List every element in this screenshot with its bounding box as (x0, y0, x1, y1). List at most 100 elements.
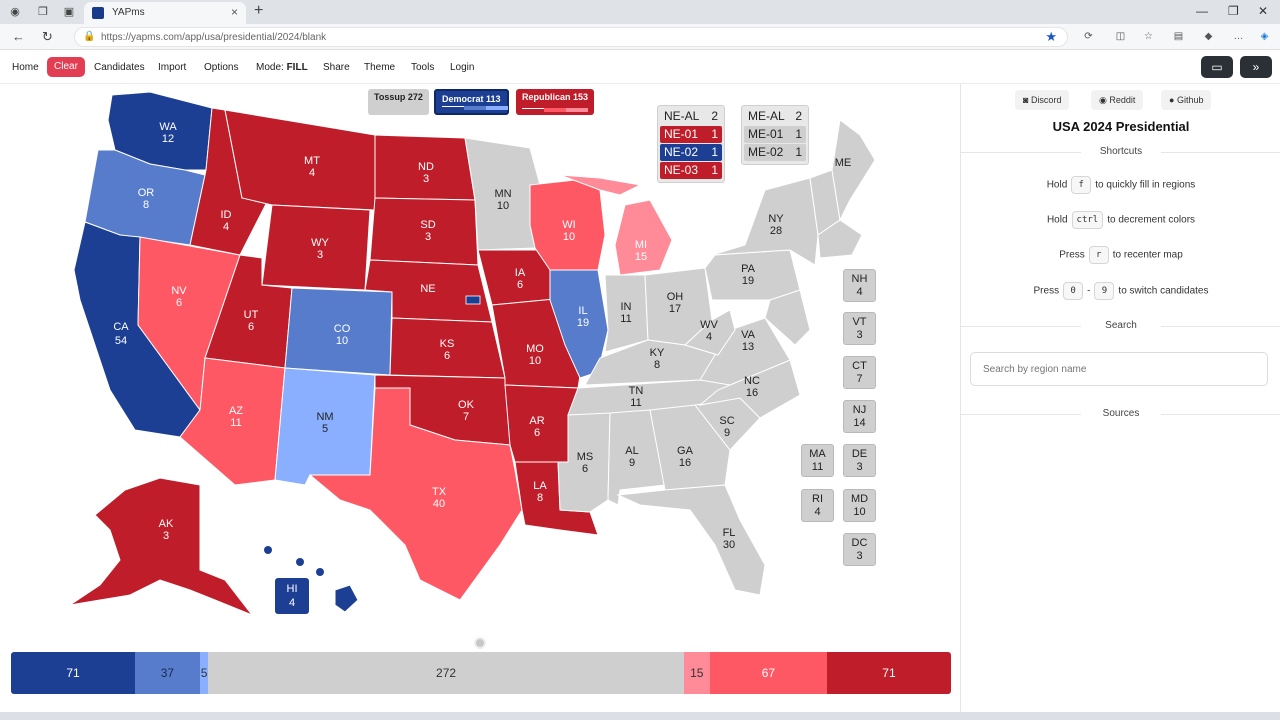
more-menu-icon[interactable]: … (1233, 31, 1244, 42)
menu-home[interactable]: Home (12, 62, 39, 73)
state-label-in: IN 11 (620, 301, 631, 325)
state-label-wv: WV 4 (700, 319, 718, 343)
small-state-ri[interactable]: RI 4 (801, 489, 834, 522)
new-tab-icon[interactable]: + (254, 2, 264, 19)
state-ca[interactable] (73, 221, 201, 438)
menu-share[interactable]: Share (323, 62, 350, 73)
small-state-nh[interactable]: NH 4 (843, 269, 876, 302)
minimize-icon[interactable]: — (1196, 4, 1208, 18)
legend-rep-likely-swatch[interactable] (544, 108, 566, 112)
district-ne-01[interactable]: NE-01 1 (660, 126, 722, 143)
mode-value: FILL (286, 62, 308, 73)
discord-button[interactable]: ◙ Discord (1015, 90, 1070, 110)
state-mt[interactable] (224, 109, 376, 211)
state-ma-ct-ri[interactable] (817, 219, 863, 259)
state-il[interactable] (549, 269, 609, 379)
state-in[interactable] (604, 274, 649, 353)
maximize-icon[interactable]: ❐ (1228, 4, 1239, 18)
small-state-vt[interactable]: VT 3 (843, 312, 876, 345)
copilot-icon[interactable]: ◈ (1260, 31, 1269, 42)
collections-icon[interactable]: ▤ (1173, 31, 1184, 42)
close-window-icon[interactable]: ✕ (1258, 4, 1269, 18)
reload-icon[interactable]: ↻ (42, 29, 53, 44)
legend-rep-safe-swatch[interactable] (522, 108, 544, 112)
state-nj-de-md[interactable] (764, 289, 811, 346)
state-label-ak: AK 3 (159, 518, 174, 542)
extension-green-icon[interactable]: ◆ (1204, 31, 1213, 42)
reddit-button[interactable]: ◉ Reddit (1091, 90, 1144, 110)
district-me-al[interactable]: ME-AL 2 (744, 108, 806, 125)
menu-theme[interactable]: Theme (364, 62, 396, 73)
resize-handle[interactable] (474, 637, 486, 649)
url-field[interactable]: 🔒 https://yapms.com/app/usa/presidential… (74, 27, 1068, 47)
state-label-wy: WY 3 (311, 237, 329, 261)
small-state-md[interactable]: MD 10 (843, 489, 876, 522)
ev-segment-safe-dem: 71 (11, 652, 136, 694)
state-tx[interactable] (308, 387, 523, 601)
legend-rep-lean-swatch[interactable] (566, 108, 588, 112)
state-nc[interactable] (698, 359, 801, 419)
ne-02-district[interactable] (465, 295, 481, 305)
state-me[interactable] (831, 119, 876, 222)
state-label-me: ME (835, 157, 852, 169)
state-mi[interactable] (614, 199, 673, 276)
state-label-wa: WA 12 (159, 121, 177, 145)
menu-login[interactable]: Login (450, 62, 475, 73)
state-ny[interactable] (711, 177, 819, 266)
small-state-ct[interactable]: CT 7 (843, 356, 876, 389)
state-label-pa: PA 19 (741, 263, 756, 287)
menu-options[interactable]: Options (204, 62, 239, 73)
github-button[interactable]: ● Github (1161, 90, 1212, 110)
us-electoral-map: WA 12 OR 8 CA 54 NV 6 ID 4 MT 4 WY 3 UT 6 AZ 11 C… (69, 91, 876, 617)
legend-republican[interactable]: Republican 153 (516, 89, 595, 115)
legend-dem-safe-swatch[interactable] (442, 106, 464, 110)
region-search-input[interactable] (970, 352, 1268, 386)
state-hi-islands[interactable] (334, 584, 359, 613)
url-text: https://yapms.com/app/usa/presidential/2… (101, 32, 327, 43)
collapse-panel-button[interactable]: » (1240, 56, 1272, 78)
state-hi-island[interactable] (316, 568, 324, 576)
state-wv[interactable] (684, 309, 736, 356)
state-label-hi[interactable]: HI 4 (275, 578, 309, 614)
district-ne-al[interactable]: NE-AL 2 (660, 108, 722, 125)
workspaces-icon[interactable]: ❐ (38, 6, 48, 18)
legend-dem-likely-swatch[interactable] (464, 106, 486, 110)
ev-segment-lean-dem: 5 (199, 652, 209, 694)
state-hi-island[interactable] (296, 558, 304, 566)
record-video-button[interactable]: ▭ (1201, 56, 1233, 78)
small-state-nj[interactable]: NJ 14 (843, 400, 876, 433)
district-me-02[interactable]: ME-02 1 (744, 144, 806, 161)
state-fl[interactable] (616, 484, 766, 596)
favorites-icon[interactable]: ☆ (1144, 31, 1153, 42)
district-ne-02[interactable]: NE-02 1 (660, 144, 722, 161)
state-mi-up[interactable] (559, 174, 642, 196)
district-ne-03[interactable]: NE-03 1 (660, 162, 722, 179)
small-state-de[interactable]: DE 3 (843, 444, 876, 477)
favorite-star-icon[interactable]: ★ (1045, 29, 1057, 44)
clear-button[interactable]: Clear (47, 57, 85, 77)
extension-icon[interactable]: ⟳ (1084, 31, 1093, 42)
split-screen-icon[interactable]: ◫ (1115, 31, 1126, 42)
district-me-01[interactable]: ME-01 1 (744, 126, 806, 143)
legend-democrat[interactable]: Democrat 113 (434, 89, 509, 115)
close-tab-icon[interactable]: × (230, 5, 238, 19)
app-menu-bar: Home Clear Candidates Import Options Mod… (0, 50, 1280, 84)
state-ga[interactable] (649, 404, 731, 491)
menu-tools[interactable]: Tools (411, 62, 435, 73)
menu-import[interactable]: Import (158, 62, 187, 73)
menu-candidates[interactable]: Candidates (94, 62, 145, 73)
small-state-dc[interactable]: DC 3 (843, 533, 876, 566)
state-hi-island[interactable] (264, 546, 272, 554)
profile-icon[interactable]: ◉ (10, 6, 20, 18)
ev-segment-likely-dem: 37 (135, 652, 200, 694)
legend-tossup[interactable]: Tossup 272 (368, 89, 429, 115)
yapms-favicon-icon (92, 7, 104, 19)
small-state-ma[interactable]: MA 11 (801, 444, 834, 477)
browser-tab[interactable]: YAPms × (84, 2, 246, 24)
state-ak[interactable] (69, 477, 254, 617)
state-label-mn: MN 10 (494, 188, 511, 212)
menu-mode[interactable]: Mode: FILL (256, 62, 308, 73)
tab-actions-icon[interactable]: ▣ (63, 6, 75, 18)
back-icon[interactable]: ← (12, 29, 25, 44)
legend-dem-lean-swatch[interactable] (486, 106, 508, 110)
